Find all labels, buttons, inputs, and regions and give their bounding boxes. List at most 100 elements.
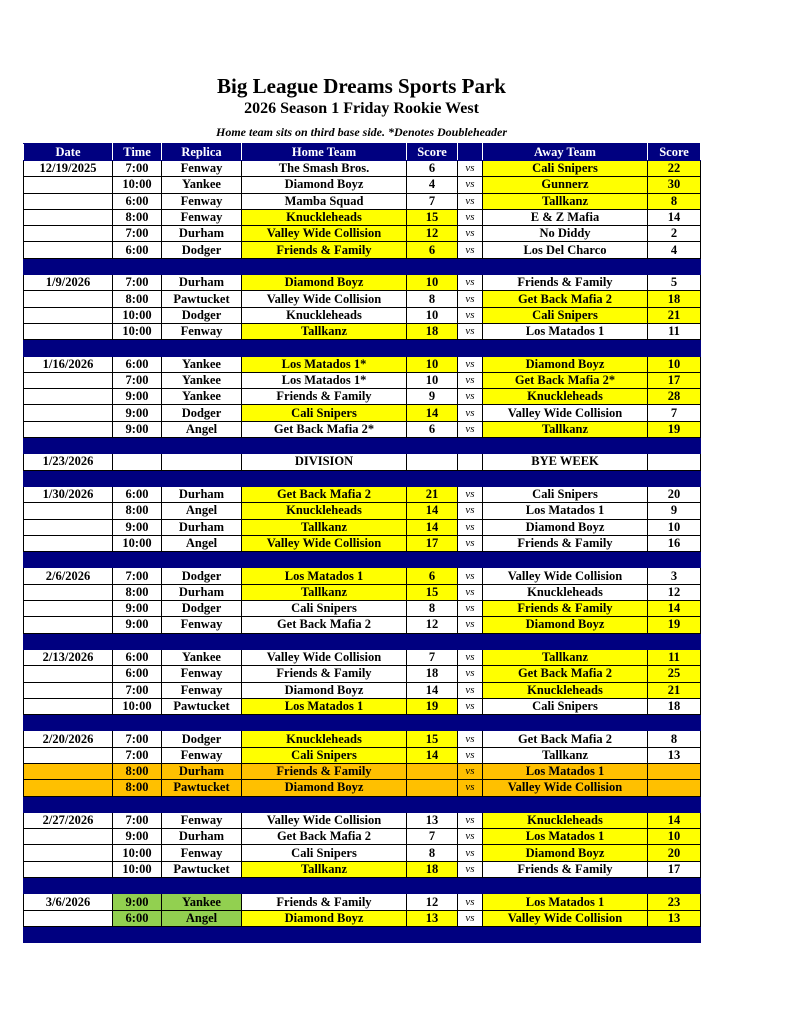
away-score-cell: 18	[647, 697, 701, 716]
home-score-cell: 12	[406, 893, 458, 911]
time-cell: 9:00	[112, 404, 162, 422]
separator-cell	[482, 714, 648, 732]
away-team-cell: No Diddy	[482, 225, 648, 243]
home-score-cell	[406, 453, 458, 471]
vs-cell: vs	[457, 225, 483, 243]
away-team-cell: Get Back Mafia 2	[482, 290, 648, 308]
away-score-cell: 13	[647, 909, 701, 927]
time-cell: 7:00	[112, 811, 162, 830]
separator-cell	[647, 795, 701, 813]
game-row: 7:00 Fenway Cali Snipers 14 vs Tallkanz 13	[23, 746, 701, 764]
away-team-cell: Get Back Mafia 2*	[482, 371, 648, 390]
header-replica: Replica	[161, 143, 242, 161]
game-row: 9:00 Durham Tallkanz 14 vs Diamond Boyz 10	[23, 518, 701, 536]
time-cell: 8:00	[112, 583, 162, 602]
date-cell: 1/30/2026	[23, 485, 113, 504]
date-cell	[23, 616, 113, 634]
home-score-cell: 7	[406, 648, 458, 667]
home-team-cell: Knuckleheads	[241, 502, 407, 520]
away-team-cell: BYE WEEK	[482, 453, 648, 471]
home-score-cell: 14	[406, 746, 458, 764]
vs-cell: vs	[457, 502, 483, 520]
game-row: 10:00 Pawtucket Tallkanz 18 vs Friends & Fami…	[23, 860, 701, 879]
away-team-cell: Los Matados 1	[482, 762, 648, 781]
home-team-cell: The Smash Bros.	[241, 159, 407, 178]
game-row: 10:00 Dodger Knuckleheads 10 vs Cali Snipers 2…	[23, 306, 701, 324]
date-cell	[23, 290, 113, 308]
separator-cell	[112, 469, 162, 487]
home-score-cell: 10	[406, 355, 458, 373]
home-team-cell: Diamond Boyz	[241, 176, 407, 194]
date-cell: 1/23/2026	[23, 453, 113, 471]
separator-cell	[161, 339, 242, 357]
vs-cell: vs	[457, 404, 483, 422]
header-away-score: Score	[647, 143, 701, 161]
separator-cell	[241, 795, 407, 813]
away-team-cell: Get Back Mafia 2	[482, 665, 648, 683]
replica-cell: Fenway	[161, 746, 242, 764]
home-score-cell: 14	[406, 518, 458, 536]
home-team-cell: Valley Wide Collision	[241, 225, 407, 243]
away-score-cell: 30	[647, 176, 701, 194]
replica-cell: Dodger	[161, 241, 242, 259]
replica-cell: Yankee	[161, 388, 242, 406]
time-cell	[112, 453, 162, 471]
separator-cell	[161, 437, 242, 455]
separator-cell	[457, 437, 483, 455]
separator-cell	[406, 714, 458, 732]
home-team-cell: Cali Snipers	[241, 404, 407, 422]
separator-cell	[112, 437, 162, 455]
separator-cell	[406, 339, 458, 357]
away-team-cell: Cali Snipers	[482, 697, 648, 716]
replica-cell: Fenway	[161, 208, 242, 227]
replica-cell: Durham	[161, 225, 242, 243]
away-score-cell: 3	[647, 567, 701, 585]
time-cell: 9:00	[112, 828, 162, 846]
separator-cell	[241, 714, 407, 732]
date-cell	[23, 681, 113, 699]
time-cell: 8:00	[112, 290, 162, 308]
away-team-cell: Los Matados 1	[482, 828, 648, 846]
game-row: 7:00 Fenway Diamond Boyz 14 vs Knuckleheads 21	[23, 681, 701, 699]
away-team-cell: Diamond Boyz	[482, 616, 648, 634]
game-row: 9:00 Dodger Cali Snipers 8 vs Friends & Famil…	[23, 600, 701, 618]
separator-row	[23, 437, 701, 455]
separator-cell	[161, 925, 242, 944]
separator-cell	[647, 339, 701, 357]
away-score-cell: 9	[647, 502, 701, 520]
home-team-cell: Diamond Boyz	[241, 909, 407, 927]
separator-row	[23, 795, 701, 813]
home-score-cell	[406, 779, 458, 797]
away-team-cell: Valley Wide Collision	[482, 567, 648, 585]
header-vs	[457, 143, 483, 161]
vs-cell: vs	[457, 192, 483, 210]
date-cell	[23, 192, 113, 210]
replica-cell: Durham	[161, 583, 242, 602]
separator-cell	[241, 257, 407, 276]
away-score-cell: 7	[647, 404, 701, 422]
game-row: 9:00 Angel Get Back Mafia 2* 6 vs Tallkanz 19	[23, 420, 701, 439]
replica-cell: Fenway	[161, 811, 242, 830]
date-cell: 1/16/2026	[23, 355, 113, 373]
separator-row	[23, 339, 701, 357]
home-score-cell: 18	[406, 860, 458, 879]
home-score-cell: 14	[406, 681, 458, 699]
time-cell: 8:00	[112, 208, 162, 227]
vs-cell: vs	[457, 241, 483, 259]
away-team-cell: Valley Wide Collision	[482, 779, 648, 797]
vs-cell: vs	[457, 681, 483, 699]
home-team-cell: Valley Wide Collision	[241, 648, 407, 667]
vs-cell: vs	[457, 371, 483, 390]
vs-cell: vs	[457, 306, 483, 324]
separator-row	[23, 632, 701, 650]
away-team-cell: Diamond Boyz	[482, 355, 648, 373]
date-cell	[23, 860, 113, 879]
header-date: Date	[23, 143, 113, 161]
home-score-cell: 15	[406, 730, 458, 748]
vs-cell: vs	[457, 388, 483, 406]
home-team-cell: Tallkanz	[241, 583, 407, 602]
away-team-cell: E & Z Mafia	[482, 208, 648, 227]
vs-cell: vs	[457, 485, 483, 504]
replica-cell: Pawtucket	[161, 697, 242, 716]
home-team-cell: Valley Wide Collision	[241, 534, 407, 553]
